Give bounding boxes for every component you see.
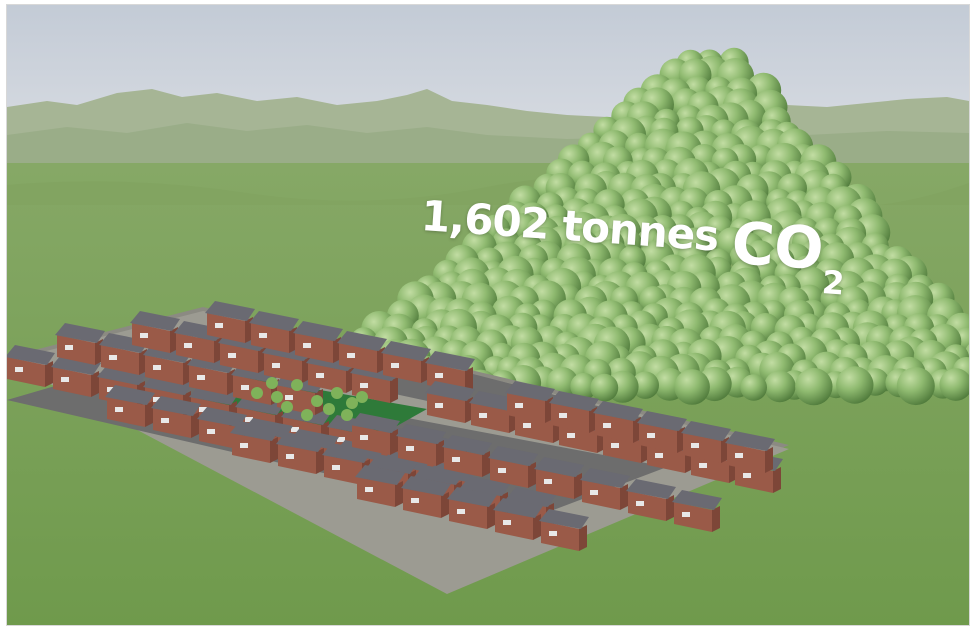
house [51,355,101,397]
co2-sphere [631,371,659,399]
house [396,424,446,466]
house [626,479,676,521]
house [447,487,497,529]
co2-sphere [764,370,796,403]
tree [346,397,358,409]
house [276,432,326,474]
house [672,490,722,532]
house [534,457,584,499]
house [293,321,343,363]
house [355,465,405,507]
tree [251,387,263,399]
co2-sphere [740,374,767,401]
co2-sphere [836,366,874,404]
house [493,498,543,540]
tree [291,379,303,391]
co2-sphere [570,372,598,400]
tree [266,377,278,389]
house [580,468,630,510]
house [401,476,451,518]
house [230,421,280,463]
house [681,421,731,463]
house [130,311,180,353]
house [593,401,643,443]
house [549,391,599,433]
house [539,509,589,551]
house [350,413,400,455]
house-rows [7,301,783,551]
tree [356,391,368,403]
house [105,385,155,427]
tree [311,395,323,407]
tree [271,391,283,403]
house [469,391,519,433]
tree [281,401,293,413]
house [151,396,201,438]
tree [341,409,353,421]
co2-subscript: 2 [820,263,846,303]
house [174,321,224,363]
house [725,431,775,473]
park-trees [251,377,368,421]
co2-sphere [674,369,710,405]
co2-sphere [795,367,833,406]
tree [323,403,335,415]
scene-frame: 1,602 tonnes CO2 [6,4,970,626]
co2-sphere [939,368,969,401]
house [505,381,555,423]
co2-sphere [896,367,935,406]
house [442,435,492,477]
house [7,345,55,387]
house [488,446,538,488]
co2-formula: CO [729,208,826,283]
scene-illustration [7,5,969,625]
co2-sphere-pile [322,47,969,406]
co2-sphere [590,373,619,402]
tree [331,387,343,399]
tree [301,409,313,421]
